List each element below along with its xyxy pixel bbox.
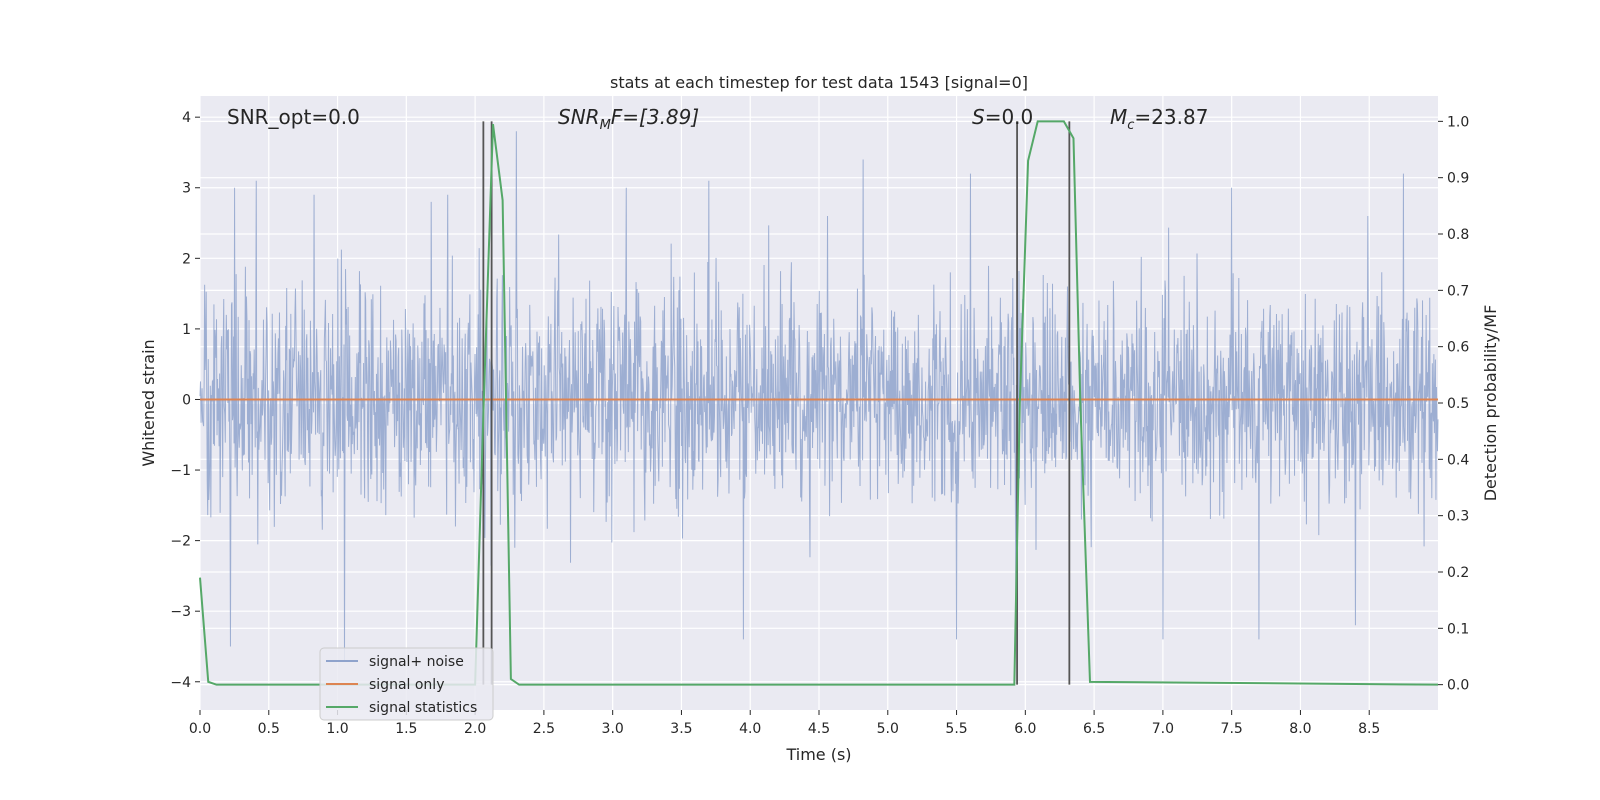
x-tick-label: 0.0: [189, 721, 211, 737]
y-left-tick-label: 0: [182, 392, 191, 408]
y-left-tick-label: 3: [182, 181, 191, 197]
x-tick-label: 8.0: [1289, 721, 1311, 737]
mc-base: M: [1110, 105, 1127, 129]
x-tick-label: 3.5: [670, 721, 692, 737]
y-right-tick-label: 0.6: [1447, 340, 1469, 356]
x-axis-ticks: 0.0 0.5 1.0 1.5 2.0 2.5 3.0 3.5 4.0 4.5 5.0 5.5 6.0 6…: [189, 710, 1380, 737]
x-tick-label: 8.5: [1358, 721, 1380, 737]
x-tick-label: 3.0: [602, 721, 624, 737]
snr-mf-rest: F=[3.89]: [611, 105, 699, 129]
chart-title: stats at each timestep for test data 154…: [610, 73, 1028, 92]
x-tick-label: 5.5: [945, 721, 967, 737]
annotation-mc: Mc=23.87: [1110, 105, 1208, 133]
x-tick-label: 0.5: [258, 721, 280, 737]
x-axis-label: Time (s): [785, 745, 851, 764]
y-left-tick-label: −4: [170, 675, 191, 691]
mc-rest: =23.87: [1134, 105, 1208, 129]
x-tick-label: 4.0: [739, 721, 761, 737]
y-right-tick-label: 0.8: [1447, 227, 1469, 243]
y-left-tick-label: −2: [170, 534, 191, 550]
y-left-axis-label: Whitened strain: [139, 339, 158, 466]
s-rest: =0.0: [985, 105, 1034, 129]
y-right-axis-label: Detection probability/MF: [1481, 305, 1500, 502]
x-tick-label: 1.5: [395, 721, 417, 737]
y-left-tick-label: 2: [182, 251, 191, 267]
snr-mf-base: SNR: [558, 105, 600, 129]
y-left-tick-label: 1: [182, 322, 191, 338]
x-tick-label: 7.0: [1152, 721, 1174, 737]
mc-sub: c: [1127, 118, 1134, 133]
signal-plus-noise-line: [199, 131, 1439, 661]
y-right-tick-label: 0.9: [1447, 171, 1469, 187]
annotation-snr-mf: SNRMF=[3.89]: [558, 105, 699, 133]
series-signal-plus-noise: [199, 131, 1439, 661]
y-right-tick-label: 0.7: [1447, 283, 1469, 299]
x-tick-label: 6.0: [1014, 721, 1036, 737]
legend-label-signal-only: signal only: [369, 677, 444, 693]
snr-mf-sub: M: [600, 118, 611, 133]
x-tick-label: 2.5: [533, 721, 555, 737]
legend-box: [319, 647, 494, 721]
y-left-tick-label: −3: [170, 604, 191, 620]
annotation-s: S=0.0: [972, 105, 1033, 129]
y-right-tick-label: 0.2: [1447, 565, 1469, 581]
x-tick-label: 2.0: [464, 721, 486, 737]
x-tick-label: 7.5: [1221, 721, 1243, 737]
legend: signal+ noise signal only signal statist…: [319, 647, 494, 721]
y-right-axis-ticks: 0.0 0.1 0.2 0.3 0.4 0.5 0.6 0.7 0.8 0.9 1.0: [1438, 114, 1469, 694]
y-right-tick-label: 0.4: [1447, 452, 1469, 468]
y-right-tick-label: 0.3: [1447, 509, 1469, 525]
legend-label-signal-plus-noise: signal+ noise: [369, 654, 464, 670]
y-right-tick-label: 1.0: [1447, 114, 1469, 130]
y-right-tick-label: 0.5: [1447, 396, 1469, 412]
x-tick-label: 1.0: [326, 721, 348, 737]
x-tick-label: 4.5: [808, 721, 830, 737]
s-base: S: [972, 105, 985, 129]
annotation-snr-opt: SNR_opt=0.0: [227, 105, 360, 129]
y-right-tick-label: 0.0: [1447, 678, 1469, 694]
y-right-tick-label: 0.1: [1447, 621, 1469, 637]
x-tick-label: 6.5: [1083, 721, 1105, 737]
y-left-axis-ticks: −4 −3 −2 −1 0 1 2 3 4: [170, 110, 200, 691]
y-left-tick-label: 4: [182, 110, 191, 126]
x-tick-label: 5.0: [877, 721, 899, 737]
y-left-tick-label: −1: [170, 463, 191, 479]
legend-label-signal-statistics: signal statistics: [369, 700, 477, 716]
